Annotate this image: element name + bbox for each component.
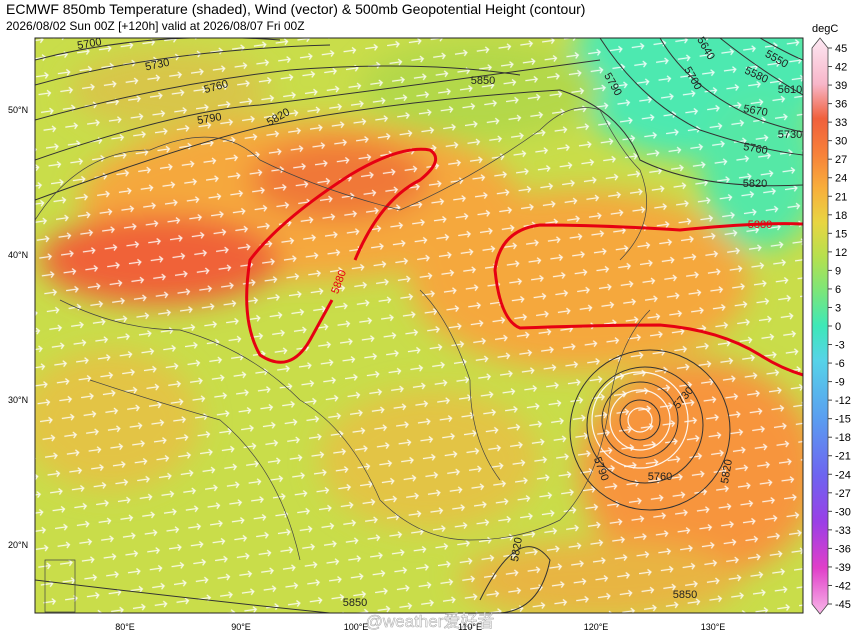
contour-label: 5730 [778, 129, 802, 141]
contour-label: 5670 [742, 103, 768, 119]
colorbar-tick-label: 9 [835, 265, 841, 277]
colorbar-tick-label: -42 [835, 580, 851, 592]
contour-label: 5700 [76, 36, 102, 52]
colorbar-tick-label: -27 [835, 488, 851, 500]
contour-label: 5610 [778, 84, 802, 96]
colorbar-tick-label: 45 [835, 43, 847, 55]
colorbar-tick-label: 30 [835, 136, 847, 148]
colorbar-tick-label: -36 [835, 543, 851, 555]
colorbar-tick-label: 6 [835, 284, 841, 296]
latitude-label: 30°N [8, 395, 28, 405]
colorbar-tick-label: -45 [835, 599, 851, 611]
longitude-label: 130°E [701, 622, 726, 632]
subtitle: 2026/08/02 Sun 00Z [+120h] valid at 2026… [6, 19, 305, 33]
colorbar-tick-label: 18 [835, 210, 847, 222]
5880-contour [245, 147, 803, 377]
colorbar-tick-label: -3 [835, 340, 845, 352]
contour-label: 5760 [648, 471, 672, 483]
colorbar-tick-label: -12 [835, 395, 851, 407]
contour-label: 5850 [343, 597, 367, 609]
longitude-label: 90°E [231, 622, 251, 632]
map-area [35, 38, 803, 613]
geopotential-contours [35, 38, 803, 613]
colorbar-tick-label: 42 [835, 62, 847, 74]
longitude-label: 110°E [458, 622, 482, 632]
colorbar [811, 37, 829, 615]
latitude-label: 50°N [8, 105, 28, 115]
contour-label: 5790 [196, 111, 222, 127]
contour-label: 5820 [719, 458, 735, 484]
contour-label: 5820 [743, 178, 767, 190]
colorbar-tick-label: 33 [835, 117, 847, 129]
contour-label: 5820 [509, 536, 525, 562]
contour-label: 5850 [471, 75, 495, 87]
colorbar-tick-label: 21 [835, 191, 847, 203]
title: ECMWF 850mb Temperature (shaded), Wind (… [6, 1, 585, 17]
latitude-label: 40°N [8, 250, 28, 260]
contour-label: 5880 [748, 219, 772, 231]
colorbar-tick-label: 3 [835, 302, 841, 314]
longitude-label: 80°E [115, 622, 135, 632]
latitude-label: 20°N [8, 540, 28, 550]
contour-label: 5850 [673, 589, 697, 601]
colorbar-tick-label: -6 [835, 358, 845, 370]
borders [35, 107, 651, 613]
watermark: @weather爱好者 [366, 612, 495, 631]
colorbar-tick-label: 0 [835, 321, 841, 333]
colorbar-unit: degC [812, 23, 838, 35]
colorbar-tick-label: 24 [835, 173, 847, 185]
map-frame [34, 37, 804, 614]
colorbar-tick-label: 15 [835, 228, 847, 240]
colorbar-tick-label: -18 [835, 432, 851, 444]
colorbar-tick-label: 12 [835, 247, 847, 259]
colorbar-tick-label: 27 [835, 154, 847, 166]
longitude-label: 120°E [584, 622, 609, 632]
longitude-label: 100°E [344, 622, 369, 632]
colorbar-tick-label: -24 [835, 469, 851, 481]
colorbar-tick-label: -30 [835, 506, 851, 518]
colorbar-tick-label: -39 [835, 562, 851, 574]
colorbar-tick-label: -33 [835, 525, 851, 537]
colorbar-tick-label: -9 [835, 377, 845, 389]
contour-label: 5760 [742, 141, 768, 157]
colorbar-tick-label: -15 [835, 414, 851, 426]
colorbar-tick-label: 39 [835, 80, 847, 92]
contour-label: 5730 [144, 57, 170, 74]
colorbar-tick-label: -21 [835, 451, 851, 463]
colorbar-tick-label: 36 [835, 99, 847, 111]
typhoon-wind [591, 371, 689, 469]
